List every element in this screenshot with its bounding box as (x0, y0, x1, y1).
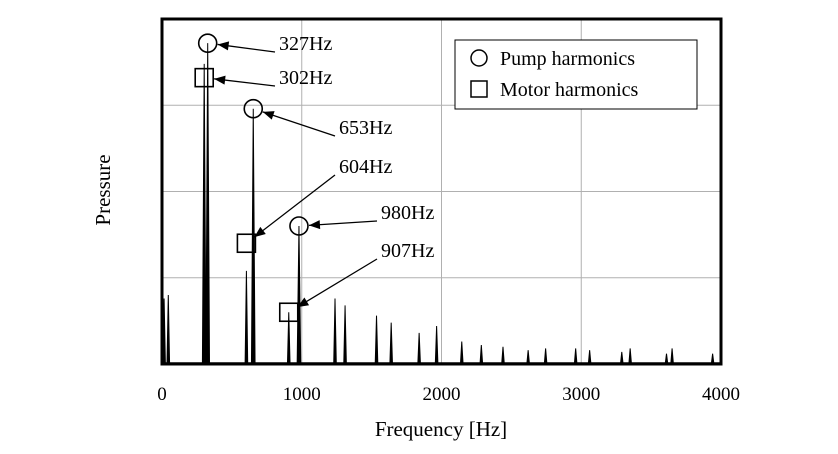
annotation-arrowhead-0 (217, 41, 230, 51)
motor-harmonic-marker-2 (278, 302, 299, 323)
annotation-label-4: 980Hz (381, 202, 434, 224)
annotation-label-5: 907Hz (381, 240, 434, 262)
spectrum-peak-20 (587, 350, 592, 365)
spectrum-peak-13 (434, 326, 439, 365)
x-tick-label-3: 3000 (562, 384, 600, 405)
frequency-annotations: 327Hz 302Hz 653Hz 604Hz 980Hz 907Hz (214, 33, 434, 308)
annotation-arrow-line-3 (253, 174, 336, 238)
x-tick-label-0: 0 (157, 384, 167, 405)
spectrum-peak-22 (628, 348, 633, 365)
annotation-arrowhead-1 (214, 75, 226, 85)
x-tick-label-2: 2000 (423, 384, 461, 405)
y-axis-label: Pressure (91, 154, 115, 225)
spectrum-peak-7 (296, 225, 302, 365)
annotation-arrowhead-2 (262, 111, 275, 120)
spectrum-peak-12 (417, 332, 421, 365)
motor-harmonic-marker-1 (236, 233, 257, 254)
spectrum-peak-8 (333, 298, 337, 365)
x-axis-label: Frequency [Hz] (375, 417, 507, 441)
spectrum-peak-6 (286, 312, 291, 365)
pump-harmonic-marker-2 (289, 216, 309, 236)
spectrum-peak-18 (543, 348, 548, 365)
pump-harmonic-marker-0 (197, 33, 218, 53)
annotation-arrow-line-2 (262, 111, 336, 137)
spectrum-peak-9 (343, 305, 347, 365)
legend-pump-label: Pump harmonics (500, 48, 635, 70)
annotation-label-0: 327Hz (279, 33, 332, 55)
annotation-arrowhead-3 (254, 226, 266, 238)
annotation-arrow-line-4 (308, 220, 378, 227)
spectrum-peak-15 (479, 344, 484, 365)
legend: Pump harmonics Motor harmonics (454, 39, 698, 110)
annotation-arrowhead-5 (297, 297, 310, 308)
legend-pump-marker (470, 49, 488, 67)
spectrum-peak-10 (374, 315, 379, 365)
spectrum-peak-16 (501, 346, 505, 365)
spectrum-peak-21 (619, 351, 624, 365)
pump-harmonic-marker-1 (243, 98, 264, 119)
harmonic-markers (194, 33, 309, 323)
legend-motor-marker (470, 80, 488, 98)
spectrum-peak-17 (526, 350, 530, 365)
annotation-label-1: 302Hz (279, 67, 332, 89)
spectrum-peak-3 (205, 43, 211, 365)
annotation-label-3: 604Hz (339, 156, 392, 178)
annotation-label-2: 653Hz (339, 117, 392, 139)
spectrum-peak-11 (389, 322, 394, 365)
x-tick-labels: 0 1000 2000 3000 4000 (157, 384, 740, 405)
spectrum-peak-19 (573, 348, 578, 365)
spectrum-peak-24 (670, 348, 674, 365)
x-tick-label-4: 4000 (702, 384, 740, 405)
annotation-arrowhead-4 (308, 220, 321, 230)
plot-area-frame (160, 17, 723, 366)
annotation-arrow-line-5 (296, 258, 378, 308)
spectrum-peak-4 (244, 270, 249, 365)
spectrum-peak-2 (201, 63, 207, 365)
motor-harmonic-marker-0 (194, 67, 215, 88)
spectrum-peak-1 (166, 294, 171, 365)
legend-box (454, 39, 698, 110)
legend-motor-label: Motor harmonics (500, 79, 639, 101)
spectrum-peak-14 (459, 341, 464, 365)
x-tick-label-1: 1000 (283, 384, 321, 405)
